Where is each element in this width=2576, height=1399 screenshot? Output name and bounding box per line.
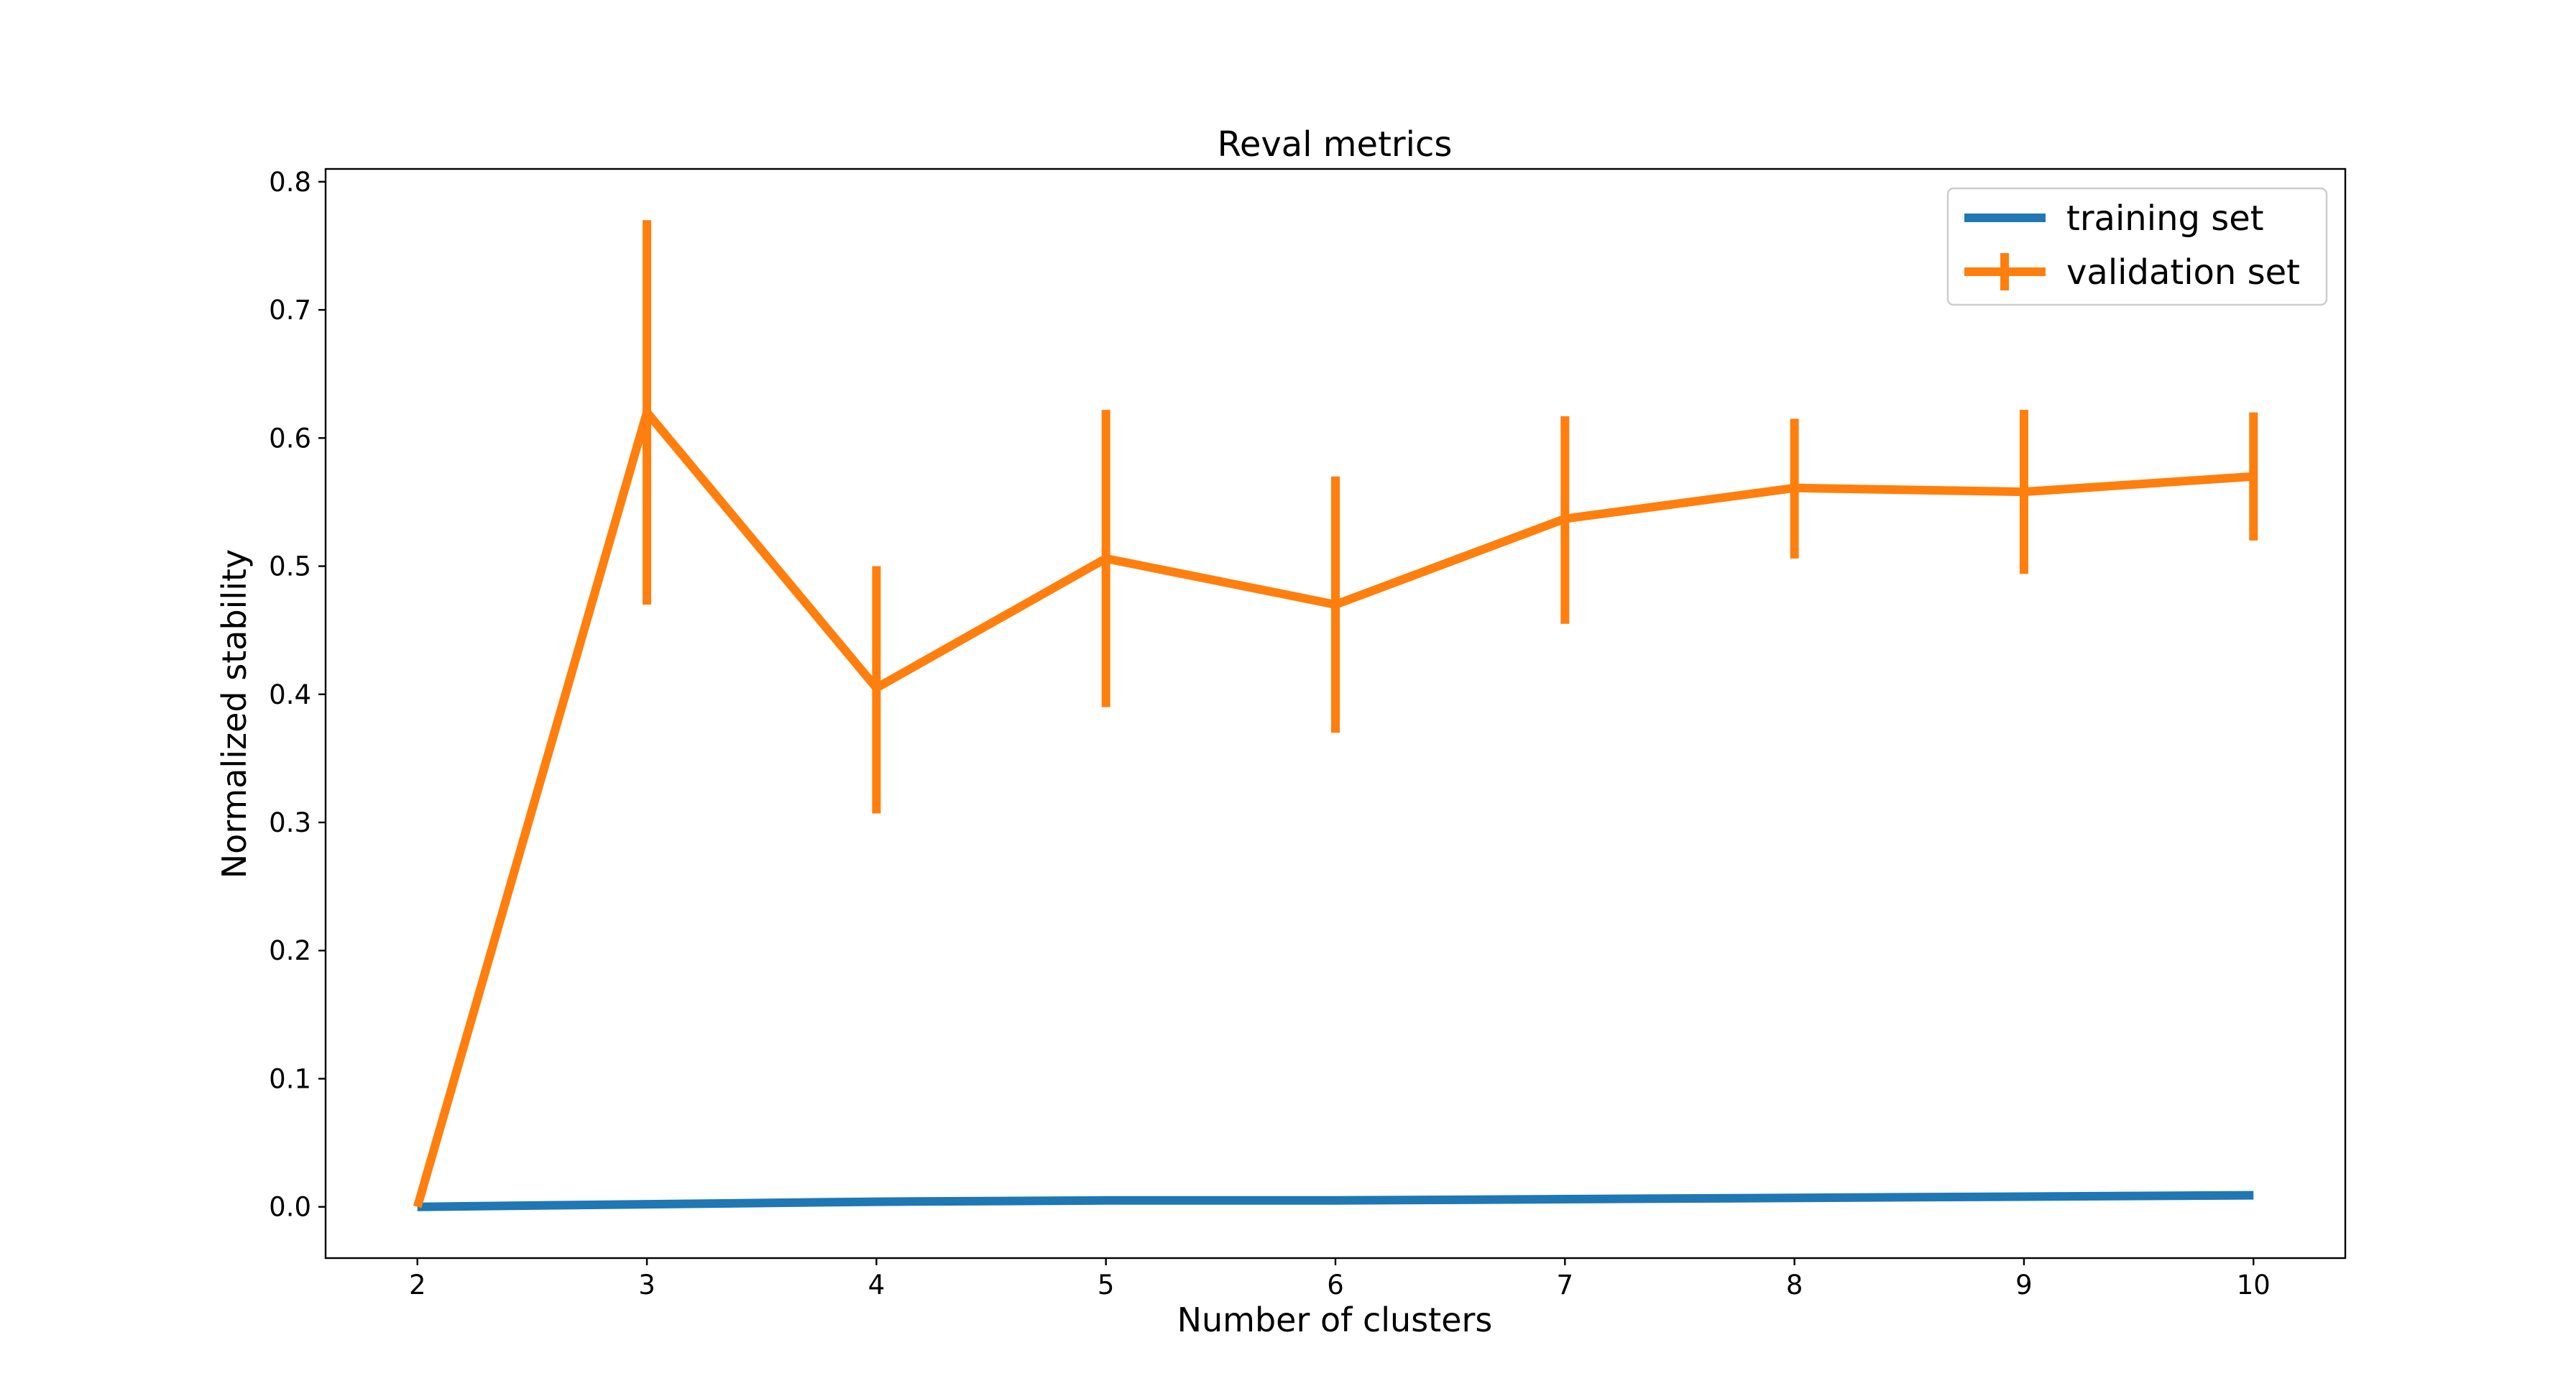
series-line-training-set xyxy=(417,1191,2254,1211)
y-tick-label: 0.3 xyxy=(269,807,311,838)
y-tick-label: 0.0 xyxy=(269,1192,311,1223)
plot-area: 2 3 4 5 6 7 8 9 10 0.0 0.1 0.2 0.3 0.4 0.5 0.6 0.7 0.8 xyxy=(269,167,2347,1301)
y-tick-label: 0.5 xyxy=(269,551,311,582)
x-axis-label: Number of clusters xyxy=(1177,1301,1493,1339)
x-tick-label: 2 xyxy=(409,1270,426,1301)
x-tick-label: 6 xyxy=(1327,1270,1344,1301)
y-tick-label: 0.7 xyxy=(269,295,311,326)
series-layer xyxy=(413,220,2258,1211)
x-tick-label: 10 xyxy=(2237,1270,2271,1301)
x-tick-label: 3 xyxy=(638,1270,656,1301)
legend-label-validation-set: validation set xyxy=(2066,252,2300,293)
x-tick-label: 4 xyxy=(868,1270,886,1301)
x-axis-ticks: 2 3 4 5 6 7 8 9 10 xyxy=(409,1258,2271,1301)
legend: training set validation set xyxy=(1946,187,2328,306)
x-tick-label: 7 xyxy=(1557,1270,1574,1301)
y-tick-label: 0.8 xyxy=(269,167,311,198)
y-axis-label: Normalized stability xyxy=(215,549,254,879)
legend-label-training-set: training set xyxy=(2066,198,2264,239)
y-tick-label: 0.1 xyxy=(269,1063,311,1094)
y-tick-label: 0.6 xyxy=(269,423,311,454)
x-tick-label: 9 xyxy=(2015,1270,2033,1301)
y-tick-label: 0.2 xyxy=(269,935,311,966)
chart-title: Reval metrics xyxy=(1218,124,1453,165)
x-tick-label: 5 xyxy=(1098,1270,1115,1301)
x-tick-label: 8 xyxy=(1786,1270,1803,1301)
series-line-validation-set xyxy=(413,408,2254,1208)
y-tick-label: 0.4 xyxy=(269,679,311,710)
y-axis-ticks: 0.0 0.1 0.2 0.3 0.4 0.5 0.6 0.7 0.8 xyxy=(269,167,326,1223)
